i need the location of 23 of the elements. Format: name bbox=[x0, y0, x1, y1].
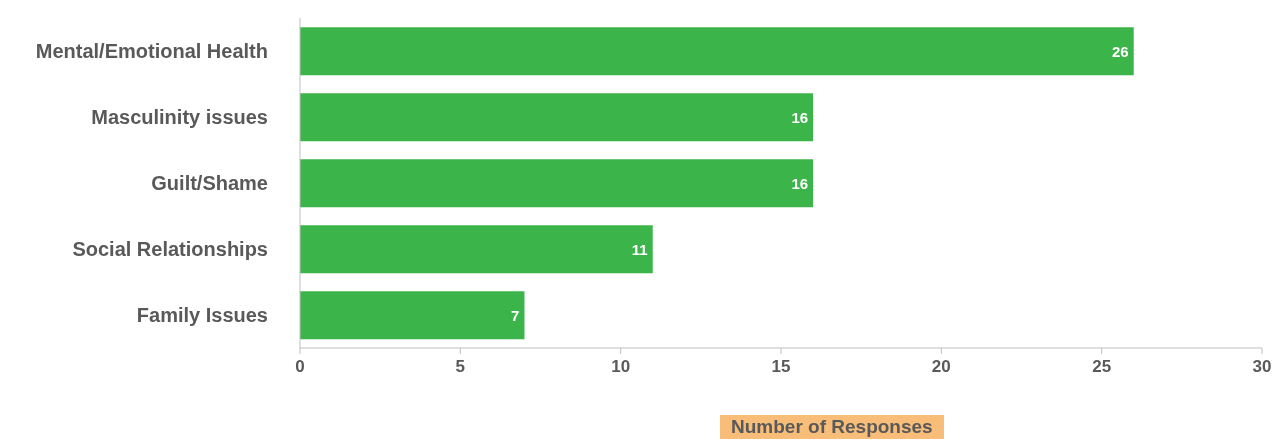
y-tick-label: Social Relationships bbox=[72, 238, 268, 261]
bar bbox=[300, 225, 653, 274]
bar bbox=[300, 93, 814, 142]
y-tick-label: Mental/Emotional Health bbox=[35, 40, 268, 63]
y-tick-label: Family Issues bbox=[136, 304, 268, 327]
y-tick-label: Guilt/Shame bbox=[151, 172, 268, 195]
bar bbox=[300, 291, 525, 340]
x-tick-label: 25 bbox=[1092, 357, 1112, 377]
bar bbox=[300, 159, 814, 208]
y-tick-label: Masculinity issues bbox=[91, 106, 268, 129]
bar bbox=[300, 27, 1134, 76]
x-tick-label: 15 bbox=[771, 357, 791, 377]
x-tick-label: 30 bbox=[1252, 357, 1272, 377]
x-tick-label: 5 bbox=[455, 357, 466, 377]
x-axis-title: Number of Responses bbox=[720, 415, 944, 439]
x-tick-label: 0 bbox=[295, 357, 305, 377]
data-label: 26 bbox=[1112, 42, 1129, 60]
data-label: 7 bbox=[511, 306, 520, 324]
x-tick-label: 20 bbox=[931, 357, 951, 377]
data-label: 16 bbox=[791, 174, 809, 192]
x-tick-label: 10 bbox=[611, 357, 631, 377]
data-label: 16 bbox=[791, 108, 809, 126]
data-label: 11 bbox=[631, 240, 648, 258]
